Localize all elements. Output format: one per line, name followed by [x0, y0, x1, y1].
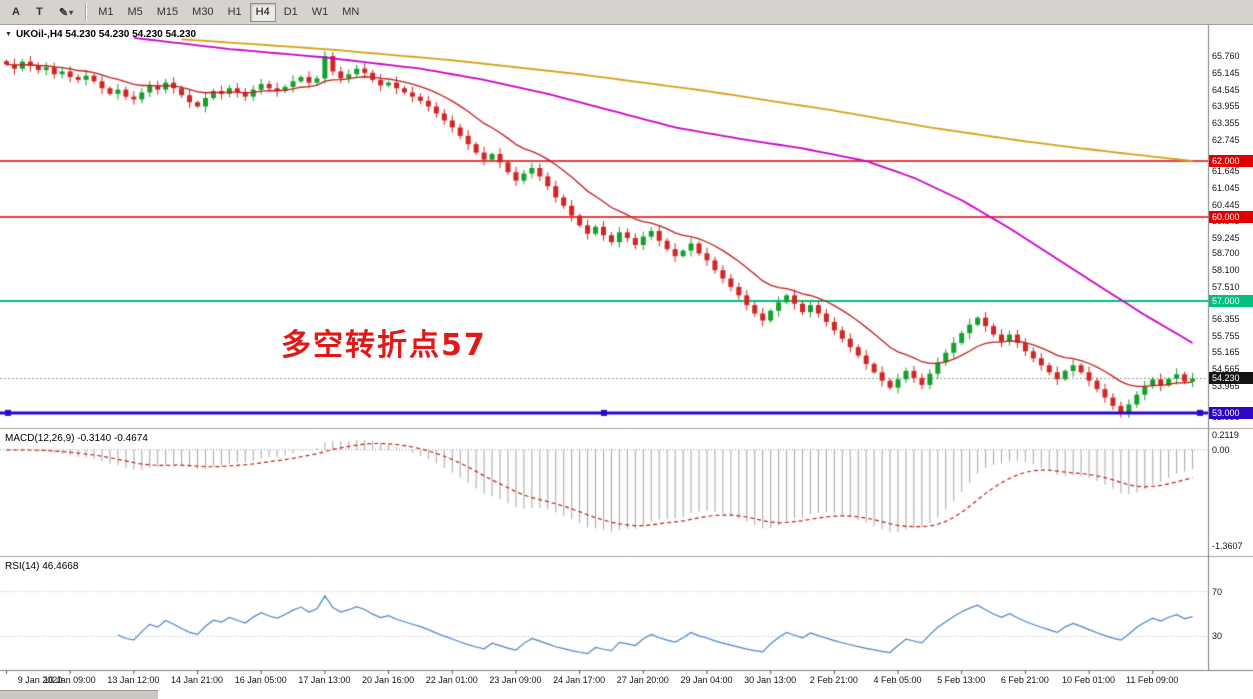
draw-tool-button[interactable]: ✎ ▾	[52, 2, 80, 22]
price-tick: 53.965	[1212, 380, 1240, 391]
text-tool-button[interactable]: T	[29, 2, 50, 22]
timeframe-button-m1[interactable]: M1	[92, 3, 119, 22]
timeframe-button-d1[interactable]: D1	[278, 3, 304, 22]
time-axis-label: 24 Jan 17:00	[553, 675, 606, 685]
hline-price-badge[interactable]: 57.000	[1209, 294, 1253, 307]
price-tick: 59.245	[1212, 233, 1240, 244]
time-axis-label: 30 Jan 13:00	[744, 675, 797, 685]
time-axis-label: 10 Jan 09:00	[43, 675, 96, 685]
hline-price-badge[interactable]: 62.000	[1209, 155, 1253, 167]
price-tick: 61.645	[1212, 165, 1240, 176]
price-tick: 63.955	[1212, 101, 1240, 112]
time-axis-label: 29 Jan 04:00	[680, 675, 733, 685]
price-tick: 64.545	[1212, 84, 1240, 95]
time-axis-label: 13 Jan 12:00	[107, 675, 160, 685]
time-axis-label: 20 Jan 16:00	[362, 675, 415, 685]
time-axis-label: 5 Feb 13:00	[937, 675, 986, 685]
price-tick: 56.355	[1212, 313, 1240, 324]
timeframe-button-m5[interactable]: M5	[121, 3, 148, 22]
cursor-tool-button[interactable]: A	[5, 2, 27, 22]
price-tick: 55.165	[1212, 347, 1240, 358]
time-axis-label: 14 Jan 21:00	[171, 675, 224, 685]
price-tick: 65.145	[1212, 67, 1240, 78]
macd-indicator-label: MACD(12,26,9) -0.3140 -0.4674	[5, 433, 148, 444]
chart-title-text: UKOil-,H4 54.230 54.230 54.230 54.230	[15, 29, 197, 40]
timeframe-button-mn[interactable]: MN	[336, 3, 365, 22]
time-axis-label: 2 Feb 21:00	[809, 675, 858, 685]
time-axis-label: 23 Jan 09:00	[489, 675, 542, 685]
time-axis-label: 4 Feb 05:00	[873, 675, 922, 685]
time-axis-label: 16 Jan 05:00	[234, 675, 287, 685]
time-axis-label: 9 Jan 2020	[17, 675, 63, 685]
price-tick: 58.100	[1212, 265, 1240, 276]
rsi-axis-label: 70	[1212, 586, 1223, 597]
price-tick: 57.510	[1212, 281, 1240, 292]
chart-text-annotation[interactable]: 多空转折点57	[281, 328, 487, 363]
price-tick: 63.355	[1212, 118, 1240, 129]
macd-axis-label: 0.2119	[1212, 429, 1239, 440]
timeframe-button-h4[interactable]: H4	[249, 2, 276, 22]
time-axis-label: 27 Jan 20:00	[616, 675, 669, 685]
time-axis-label: 17 Jan 13:00	[298, 675, 351, 685]
price-tick: 62.745	[1212, 135, 1240, 146]
pencil-icon: ✎	[58, 6, 69, 19]
timeframe-button-h1[interactable]: H1	[222, 3, 248, 22]
current-price-badge: 54.230	[1209, 372, 1253, 385]
macd-axis-label: 0.00	[1212, 444, 1230, 455]
price-tick: 60.445	[1212, 199, 1240, 210]
price-tick: 54.565	[1212, 364, 1240, 375]
time-axis-label: 22 Jan 01:00	[425, 675, 478, 685]
price-tick: 65.760	[1212, 50, 1240, 61]
hline-price-badge[interactable]: 53.000	[1209, 406, 1253, 419]
hline-price-badge[interactable]: 60.000	[1209, 210, 1253, 223]
toolbar: A T ✎ ▾ M1 M5 M15 M30 H1 H4 D1 W1 MN	[0, 0, 1253, 25]
rsi-indicator-label: RSI(14) 46.4668	[5, 561, 79, 572]
timeframe-button-m30[interactable]: M30	[186, 3, 219, 22]
rsi-axis-label: 30	[1212, 631, 1223, 642]
chevron-down-icon: ▾	[69, 7, 74, 17]
price-tick: 58.700	[1212, 248, 1240, 259]
timeframe-button-w1[interactable]: W1	[306, 3, 335, 22]
price-tick: 61.045	[1212, 182, 1240, 193]
toolbar-separator	[85, 3, 88, 21]
timeframe-group: M1 M5 M15 M30 H1 H4 D1 W1 MN	[91, 2, 366, 22]
macd-axis-label: -1.3607	[1212, 541, 1243, 552]
horizontal-scrollbar-fragment[interactable]	[0, 690, 158, 699]
chart-title: ▼ UKOil-,H4 54.230 54.230 54.230 54.230	[5, 29, 196, 40]
time-axis-label: 10 Feb 01:00	[1062, 675, 1116, 685]
price-tick: 55.755	[1212, 330, 1240, 341]
time-axis-label: 11 Feb 09:00	[1126, 675, 1179, 685]
time-axis-label: 6 Feb 21:00	[1000, 675, 1049, 685]
timeframe-button-m15[interactable]: M15	[151, 3, 184, 22]
chart-menu-icon[interactable]: ▼	[5, 31, 12, 38]
